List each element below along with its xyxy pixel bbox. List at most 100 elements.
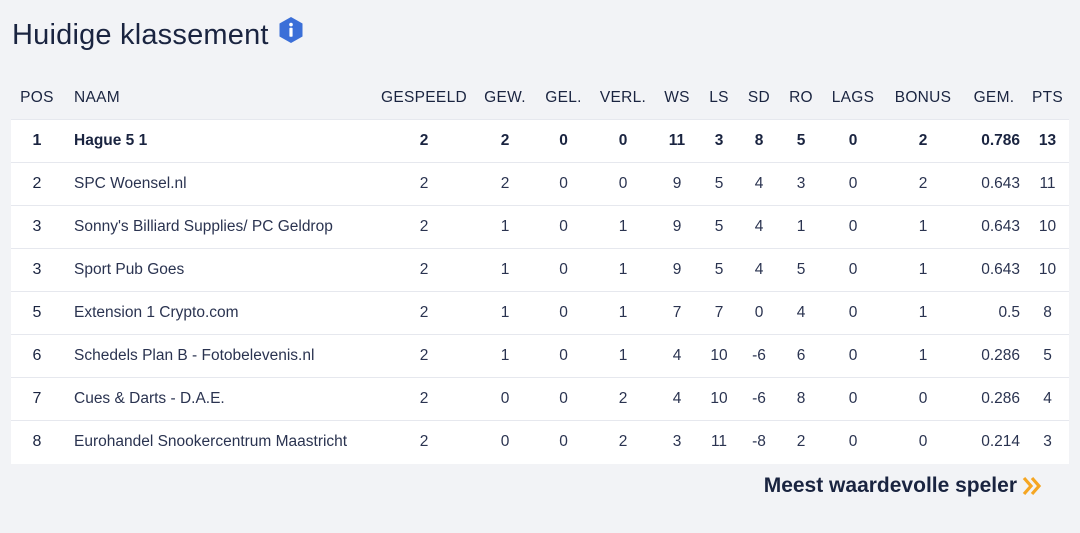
cell-ro: 5 bbox=[780, 248, 822, 292]
col-header-gew[interactable]: GEW. bbox=[475, 76, 535, 120]
cell-bonus: 1 bbox=[884, 248, 962, 292]
col-header-naam[interactable]: NAAM bbox=[63, 76, 373, 120]
cell-verl: 2 bbox=[592, 420, 654, 464]
cell-verl: 2 bbox=[592, 377, 654, 421]
cell-lags: 0 bbox=[822, 248, 884, 292]
table-row[interactable]: 8 Eurohandel Snookercentrum Maastricht 2 0 0… bbox=[11, 420, 1069, 464]
cell-gem: 0.786 bbox=[962, 119, 1026, 163]
col-header-gem[interactable]: GEM. bbox=[962, 76, 1026, 120]
cell-pos: 3 bbox=[11, 248, 63, 292]
cell-pts: 4 bbox=[1026, 377, 1069, 421]
cell-naam[interactable]: Schedels Plan B - Fotobelevenis.nl bbox=[63, 334, 373, 378]
cell-lags: 0 bbox=[822, 334, 884, 378]
table-row[interactable]: 7 Cues & Darts - D.A.E. 2 0 0 2 4 10 -6 8 0 0 0.286 4 bbox=[11, 377, 1069, 421]
cell-ws: 9 bbox=[654, 205, 700, 249]
cell-bonus: 0 bbox=[884, 420, 962, 464]
table-row[interactable]: 3 Sonny's Billiard Supplies/ PC Geldrop 2 1… bbox=[11, 205, 1069, 249]
cell-naam[interactable]: Cues & Darts - D.A.E. bbox=[63, 377, 373, 421]
cell-naam[interactable]: SPC Woensel.nl bbox=[63, 162, 373, 206]
col-header-lags[interactable]: LAGS bbox=[822, 76, 884, 120]
cell-sd: -6 bbox=[738, 377, 780, 421]
cell-gel: 0 bbox=[535, 420, 592, 464]
cell-gew: 2 bbox=[475, 162, 535, 206]
cell-ls: 5 bbox=[700, 248, 738, 292]
col-header-sd[interactable]: SD bbox=[738, 76, 780, 120]
cell-ro: 1 bbox=[780, 205, 822, 249]
cell-gel: 0 bbox=[535, 119, 592, 163]
cell-gespeeld: 2 bbox=[373, 205, 475, 249]
cell-pts: 10 bbox=[1026, 205, 1069, 249]
cell-naam[interactable]: Sport Pub Goes bbox=[63, 248, 373, 292]
cell-pts: 13 bbox=[1026, 119, 1069, 163]
cell-naam[interactable]: Sonny's Billiard Supplies/ PC Geldrop bbox=[63, 205, 373, 249]
table-header-row: POS NAAM GESPEELD GEW. GEL. VERL. WS LS … bbox=[11, 76, 1069, 120]
cell-pts: 3 bbox=[1026, 420, 1069, 464]
cell-verl: 0 bbox=[592, 119, 654, 163]
col-header-ls[interactable]: LS bbox=[700, 76, 738, 120]
cell-sd: 4 bbox=[738, 205, 780, 249]
cell-gespeeld: 2 bbox=[373, 291, 475, 335]
cell-lags: 0 bbox=[822, 420, 884, 464]
cell-naam[interactable]: Hague 5 1 bbox=[63, 119, 373, 163]
cell-lags: 0 bbox=[822, 205, 884, 249]
cell-ro: 6 bbox=[780, 334, 822, 378]
cell-bonus: 1 bbox=[884, 205, 962, 249]
table-row[interactable]: 5 Extension 1 Crypto.com 2 1 0 1 7 7 0 4 0 1 0.5 8 bbox=[11, 291, 1069, 335]
col-header-gespeeld[interactable]: GESPEELD bbox=[373, 76, 475, 120]
cell-gespeeld: 2 bbox=[373, 377, 475, 421]
col-header-gel[interactable]: GEL. bbox=[535, 76, 592, 120]
standings-table: POS NAAM GESPEELD GEW. GEL. VERL. WS LS … bbox=[11, 76, 1069, 464]
cell-verl: 0 bbox=[592, 162, 654, 206]
cell-pos: 3 bbox=[11, 205, 63, 249]
cell-sd: -6 bbox=[738, 334, 780, 378]
cell-sd: -8 bbox=[738, 420, 780, 464]
cell-pos: 1 bbox=[11, 119, 63, 163]
cell-pts: 11 bbox=[1026, 162, 1069, 206]
cell-ro: 5 bbox=[780, 119, 822, 163]
title-row: Huidige klassement bbox=[12, 14, 304, 56]
cell-gespeeld: 2 bbox=[373, 162, 475, 206]
cell-naam[interactable]: Eurohandel Snookercentrum Maastricht bbox=[63, 420, 373, 464]
table-row[interactable]: 3 Sport Pub Goes 2 1 0 1 9 5 4 5 0 1 0.643 10 bbox=[11, 248, 1069, 292]
cell-ro: 2 bbox=[780, 420, 822, 464]
table-row[interactable]: 2 SPC Woensel.nl 2 2 0 0 9 5 4 3 0 2 0.643 11 bbox=[11, 162, 1069, 206]
cell-bonus: 2 bbox=[884, 119, 962, 163]
cell-gew: 1 bbox=[475, 334, 535, 378]
cell-gew: 0 bbox=[475, 377, 535, 421]
col-header-pts[interactable]: PTS bbox=[1026, 76, 1069, 120]
cell-ws: 9 bbox=[654, 162, 700, 206]
cell-pts: 10 bbox=[1026, 248, 1069, 292]
cell-pos: 7 bbox=[11, 377, 63, 421]
cell-gem: 0.643 bbox=[962, 205, 1026, 249]
mvp-link[interactable]: Meest waardevolle speler bbox=[764, 474, 1042, 498]
cell-sd: 0 bbox=[738, 291, 780, 335]
cell-gel: 0 bbox=[535, 248, 592, 292]
mvp-link-label: Meest waardevolle speler bbox=[763, 474, 1017, 497]
cell-ws: 7 bbox=[654, 291, 700, 335]
cell-bonus: 1 bbox=[884, 334, 962, 378]
cell-gem: 0.286 bbox=[962, 377, 1026, 421]
cell-sd: 4 bbox=[738, 248, 780, 292]
cell-pos: 6 bbox=[11, 334, 63, 378]
cell-bonus: 0 bbox=[884, 377, 962, 421]
col-header-bonus[interactable]: BONUS bbox=[884, 76, 962, 120]
cell-pos: 2 bbox=[11, 162, 63, 206]
cell-lags: 0 bbox=[822, 377, 884, 421]
cell-ws: 11 bbox=[654, 119, 700, 163]
cell-gel: 0 bbox=[535, 291, 592, 335]
cell-ls: 7 bbox=[700, 291, 738, 335]
col-header-ws[interactable]: WS bbox=[654, 76, 700, 120]
table-row[interactable]: 1 Hague 5 1 2 2 0 0 11 3 8 5 0 2 0.786 13 bbox=[11, 119, 1069, 163]
cell-verl: 1 bbox=[592, 291, 654, 335]
cell-naam[interactable]: Extension 1 Crypto.com bbox=[63, 291, 373, 335]
cell-gew: 1 bbox=[475, 248, 535, 292]
cell-pos: 8 bbox=[11, 420, 63, 464]
col-header-pos[interactable]: POS bbox=[11, 76, 63, 120]
info-icon[interactable] bbox=[278, 16, 304, 44]
table-row[interactable]: 6 Schedels Plan B - Fotobelevenis.nl 2 1 0 1 4… bbox=[11, 334, 1069, 378]
cell-verl: 1 bbox=[592, 205, 654, 249]
col-header-ro[interactable]: RO bbox=[780, 76, 822, 120]
col-header-verl[interactable]: VERL. bbox=[592, 76, 654, 120]
cell-pts: 5 bbox=[1026, 334, 1069, 378]
cell-gespeeld: 2 bbox=[373, 119, 475, 163]
